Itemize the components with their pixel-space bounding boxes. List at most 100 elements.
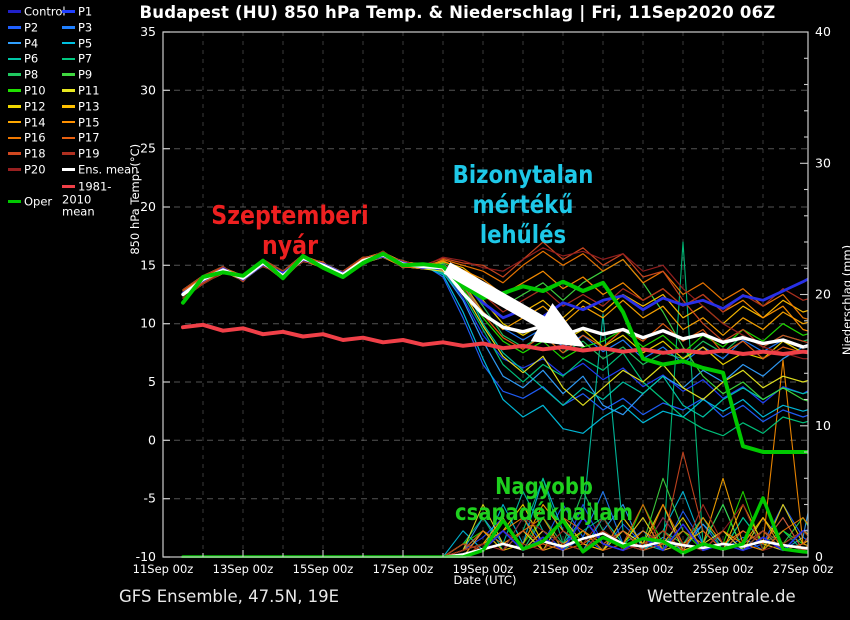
legend-label: P2 <box>24 20 39 35</box>
legend-item-control: Control <box>8 4 66 19</box>
legend-label: P4 <box>24 36 39 51</box>
legend-label: P6 <box>24 51 39 66</box>
legend-swatch <box>62 185 75 188</box>
legend-label: P8 <box>24 67 39 82</box>
legend-swatch <box>8 10 21 13</box>
legend-item-p17: P17 <box>62 130 100 145</box>
legend-swatch <box>62 105 75 108</box>
legend-swatch <box>8 26 21 29</box>
temp-tick-label: -5 <box>144 491 156 506</box>
temp-tick-label: 5 <box>148 374 156 389</box>
legend-swatch <box>62 168 75 171</box>
legend-swatch <box>62 152 75 155</box>
legend-label: 1981-2010 mean <box>62 179 112 219</box>
precip-tick-label: 20 <box>815 287 831 302</box>
legend-swatch <box>62 26 75 29</box>
legend-label: P12 <box>24 99 46 114</box>
arrow-head <box>530 303 585 347</box>
site-credit-text: Wetterzentrale.de <box>647 587 796 606</box>
temp-tick-label: 35 <box>140 24 156 39</box>
legend-item-p9: P9 <box>62 67 93 82</box>
legend-label: P5 <box>78 36 93 51</box>
legend-item-p5: P5 <box>62 36 92 50</box>
legend-label: P3 <box>78 20 93 35</box>
legend-swatch <box>62 10 75 13</box>
legend-swatch <box>62 41 75 45</box>
date-tick-label: 17Sep 00z <box>373 562 434 576</box>
date-tick-label: 23Sep 00z <box>613 562 674 576</box>
legend-label: P20 <box>24 162 46 177</box>
legend-item-p10: P10 <box>8 83 46 98</box>
legend-label: Control <box>24 4 66 19</box>
legend-item-p4: P4 <box>8 36 38 50</box>
legend-item-p19: P19 <box>62 146 100 161</box>
legend-label: P13 <box>78 99 100 114</box>
precip-tick-label: 10 <box>815 418 831 433</box>
legend-swatch <box>8 41 21 45</box>
legend-swatch <box>8 73 21 76</box>
legend-swatch <box>8 120 21 124</box>
date-tick-label: 25Sep 00z <box>693 562 754 576</box>
legend-item-p3: P3 <box>62 20 92 34</box>
precip-tick-label: 0 <box>815 549 823 564</box>
legend-item-p16: P16 <box>8 130 46 145</box>
temp-tick-label: -10 <box>136 549 156 564</box>
legend-item-1981-2010-mean: 1981-2010 mean <box>62 180 136 218</box>
precip-axis-label: Niederschlag (mm) <box>840 244 850 356</box>
legend-item-p12: P12 <box>8 99 46 113</box>
legend-swatch <box>8 89 21 92</box>
legend-item-p14: P14 <box>8 115 46 129</box>
date-tick-label: 11Sep 00z <box>133 562 194 576</box>
temp-axis-label: 850 hPa Temp. (°C) <box>128 143 142 255</box>
legend-item-ens-mean: Ens. mean <box>62 162 139 177</box>
legend-label: P14 <box>24 115 46 130</box>
x-axis-label: Date (UTC) <box>453 573 517 587</box>
date-tick-label: 27Sep 00z <box>773 562 834 576</box>
date-tick-label: 15Sep 00z <box>293 562 354 576</box>
legend-label: P16 <box>24 130 46 145</box>
legend-swatch <box>8 152 21 155</box>
legend-label: P15 <box>78 115 100 130</box>
legend-label: P11 <box>78 83 100 98</box>
legend-label: P1 <box>78 4 93 19</box>
legend-item-p1: P1 <box>62 4 93 19</box>
legend-item-oper: Oper <box>8 194 53 209</box>
annotation-september-summer: Szeptemberi nyár <box>211 201 369 261</box>
legend-swatch <box>8 168 21 171</box>
model-info-text: GFS Ensemble, 47.5N, 19E <box>119 587 340 606</box>
legend-swatch <box>62 120 75 124</box>
temp-tick-label: 0 <box>148 432 156 447</box>
series-group <box>181 241 808 558</box>
precip-tick-label: 40 <box>815 24 831 39</box>
date-tick-label: 13Sep 00z <box>213 562 274 576</box>
legend-swatch <box>8 57 21 61</box>
legend-label: P7 <box>78 51 93 66</box>
date-tick-label: 19Sep 00z <box>453 562 514 576</box>
legend-item-p20: P20 <box>8 162 46 177</box>
annotation-uncertain-cooling: Bizonytalan mértékű lehűlés <box>452 160 594 249</box>
arrow-shaft <box>443 262 552 332</box>
annotation-more-precip: Nagyobb csapadékhajlam <box>455 474 633 526</box>
legend-swatch <box>62 73 75 76</box>
legend-item-p8: P8 <box>8 67 39 82</box>
legend-item-p6: P6 <box>8 51 39 66</box>
legend-swatch <box>62 57 75 61</box>
legend-label: P10 <box>24 83 46 98</box>
legend-swatch <box>62 89 75 92</box>
legend-label: P17 <box>78 130 100 145</box>
legend-label: P19 <box>78 146 100 161</box>
legend-label: P9 <box>78 67 93 82</box>
legend-label: Ens. mean <box>78 162 139 177</box>
legend-label: Oper <box>24 194 53 209</box>
legend-swatch <box>8 136 21 140</box>
legend-swatch <box>8 200 21 203</box>
legend-label: P18 <box>24 146 46 161</box>
temp-tick-label: 30 <box>140 82 156 97</box>
legend-item-p11: P11 <box>62 83 100 98</box>
legend-item-p18: P18 <box>8 146 46 161</box>
temp-tick-label: 20 <box>140 199 156 214</box>
precip-tick-label: 30 <box>815 155 831 170</box>
legend-swatch <box>8 105 21 108</box>
